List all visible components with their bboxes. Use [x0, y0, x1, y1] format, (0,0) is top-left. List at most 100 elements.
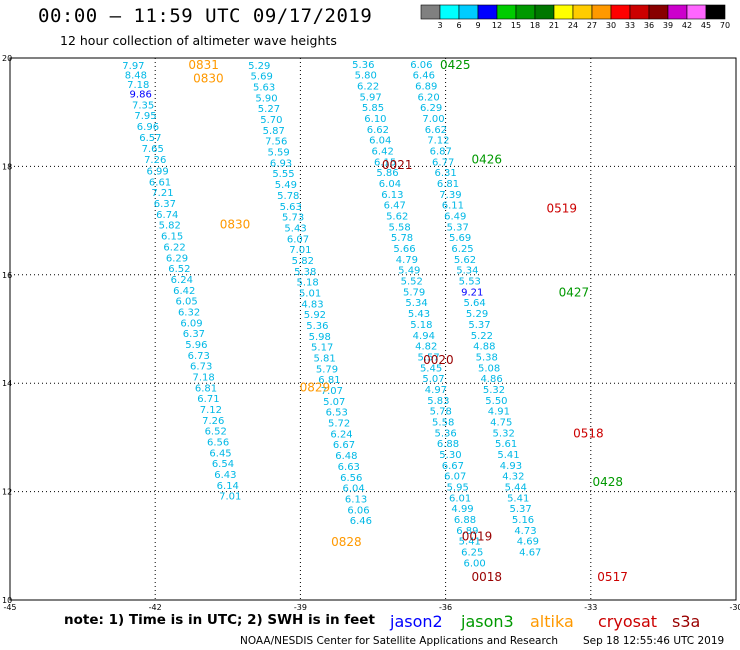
wave-height-value: 6.09	[180, 318, 202, 329]
wave-height-value: 6.67	[442, 461, 464, 472]
pass-time-label: 0518	[573, 426, 604, 440]
x-tick-label: -30	[729, 603, 740, 612]
pass-time-label: 0427	[559, 285, 590, 299]
wave-height-value: 5.30	[439, 450, 461, 461]
wave-height-value: 7.01	[219, 492, 241, 503]
colorbar-tick-label: 42	[682, 21, 692, 30]
colorbar-swatch	[420, 4, 441, 20]
wave-height-value: 5.97	[359, 92, 381, 103]
wave-height-value: 5.58	[432, 417, 454, 428]
colorbar-tick-label: 15	[511, 21, 521, 30]
x-tick-label: -39	[294, 603, 307, 612]
wave-height-value: 5.41	[507, 493, 529, 504]
wave-height-value: 5.62	[454, 255, 476, 266]
wave-height-value: 5.72	[328, 419, 350, 430]
wave-height-value: 6.62	[367, 125, 389, 136]
wave-height-value: 4.69	[517, 537, 539, 548]
wave-height-value: 4.75	[490, 417, 512, 428]
wave-height-value: 5.92	[304, 310, 326, 321]
wave-height-value: 5.32	[493, 428, 515, 439]
wave-height-value: 6.56	[207, 438, 229, 449]
colorbar-tick-label: 36	[644, 21, 654, 30]
wave-height-value: 6.89	[415, 81, 437, 92]
colorbar-tick-label: 24	[568, 21, 578, 30]
wave-height-value: 5.18	[410, 320, 432, 331]
pass-time-label: 0021	[382, 158, 413, 172]
wave-height-value: 6.73	[190, 362, 212, 373]
colorbar-tick-label: 39	[663, 21, 673, 30]
wave-height-value: 5.79	[316, 364, 338, 375]
wave-height-value: 5.73	[282, 213, 304, 224]
colorbar-swatch	[572, 4, 593, 20]
colorbar-swatch	[629, 4, 650, 20]
pass-time-label: 0426	[471, 153, 502, 167]
footer-generated-date: Sep 18 12:55:46 UTC 2019	[583, 635, 725, 647]
wave-height-value: 6.06	[347, 505, 369, 516]
wave-height-value: 4.82	[415, 342, 437, 353]
wave-height-value: 7.12	[200, 405, 222, 416]
wave-height-value: 6.61	[149, 177, 171, 188]
pass-time-label: 0830	[220, 218, 251, 232]
wave-height-value: 5.78	[430, 407, 452, 418]
wave-height-value: 6.11	[442, 201, 464, 212]
wave-height-value: 4.91	[488, 407, 510, 418]
chart-subtitle: 12 hour collection of altimeter wave hei…	[60, 33, 337, 48]
pass-time-label: 0018	[471, 570, 502, 584]
wave-height-value: 5.37	[447, 222, 469, 233]
pass-time-label: 0020	[423, 353, 454, 367]
wave-height-value: 5.01	[299, 288, 321, 299]
wave-height-value: 6.04	[369, 136, 391, 147]
wave-height-value: 6.67	[333, 440, 355, 451]
wave-height-value: 5.62	[386, 212, 408, 223]
wave-height-value: 6.77	[432, 157, 454, 168]
legend-jason2: jason2	[390, 612, 443, 631]
wave-height-value: 5.37	[509, 504, 531, 515]
colorbar-swatch	[515, 4, 536, 20]
wave-height-value: 5.32	[483, 385, 505, 396]
legend-altika: altika	[530, 612, 574, 631]
legend-jason3: jason3	[461, 612, 514, 631]
wave-height-value: 5.53	[459, 277, 481, 288]
wave-height-value: 5.45	[420, 363, 442, 374]
wave-height-value: 5.69	[449, 233, 471, 244]
wave-height-value: 6.07	[287, 234, 309, 245]
wave-height-value: 5.80	[355, 71, 377, 82]
wave-height-value: 6.22	[163, 242, 185, 253]
wave-height-value: 6.42	[173, 286, 195, 297]
wave-height-value: 6.10	[364, 114, 386, 125]
wave-height-value: 6.24	[330, 429, 352, 440]
wave-height-value: 4.83	[301, 299, 323, 310]
wave-height-value: 5.81	[313, 354, 335, 365]
wave-height-value: 5.66	[393, 244, 415, 255]
wave-height-value: 5.34	[456, 266, 478, 277]
colorbar-tick-label: 70	[720, 21, 730, 30]
y-tick-label: 20	[2, 54, 12, 63]
wave-height-value: 6.01	[449, 493, 471, 504]
wave-height-value: 5.61	[495, 439, 517, 450]
colorbar-tick-label: 3	[437, 21, 442, 30]
wave-height-value: 6.07	[444, 472, 466, 483]
pass-time-label: 0517	[597, 570, 628, 584]
colorbar-tick-label: 18	[530, 21, 540, 30]
wave-height-value: 6.25	[451, 244, 473, 255]
wave-height-value: 6.99	[146, 167, 168, 178]
wave-height-value: 5.22	[471, 331, 493, 342]
wave-height-value: 6.13	[345, 494, 367, 505]
x-tick-label: -45	[3, 603, 16, 612]
wave-height-value: 6.13	[381, 190, 403, 201]
wave-height-value: 4.88	[473, 342, 495, 353]
wave-height-value: 6.29	[166, 253, 188, 264]
wave-height-value: 6.88	[454, 515, 476, 526]
wave-height-value: 6.62	[425, 125, 447, 136]
wave-height-value: 6.89	[456, 526, 478, 537]
wave-height-value: 5.82	[159, 221, 181, 232]
wave-height-value: 5.29	[248, 61, 270, 72]
colorbar-swatch	[534, 4, 555, 20]
wave-height-value: 7.00	[422, 114, 444, 125]
wave-height-value: 5.63	[253, 83, 275, 94]
colorbar-swatch	[667, 4, 688, 20]
wave-height-value: 6.25	[461, 548, 483, 559]
colorbar-tick-label: 9	[475, 21, 480, 30]
pass-time-label: 0428	[592, 475, 623, 489]
plot-frame	[9, 57, 737, 601]
